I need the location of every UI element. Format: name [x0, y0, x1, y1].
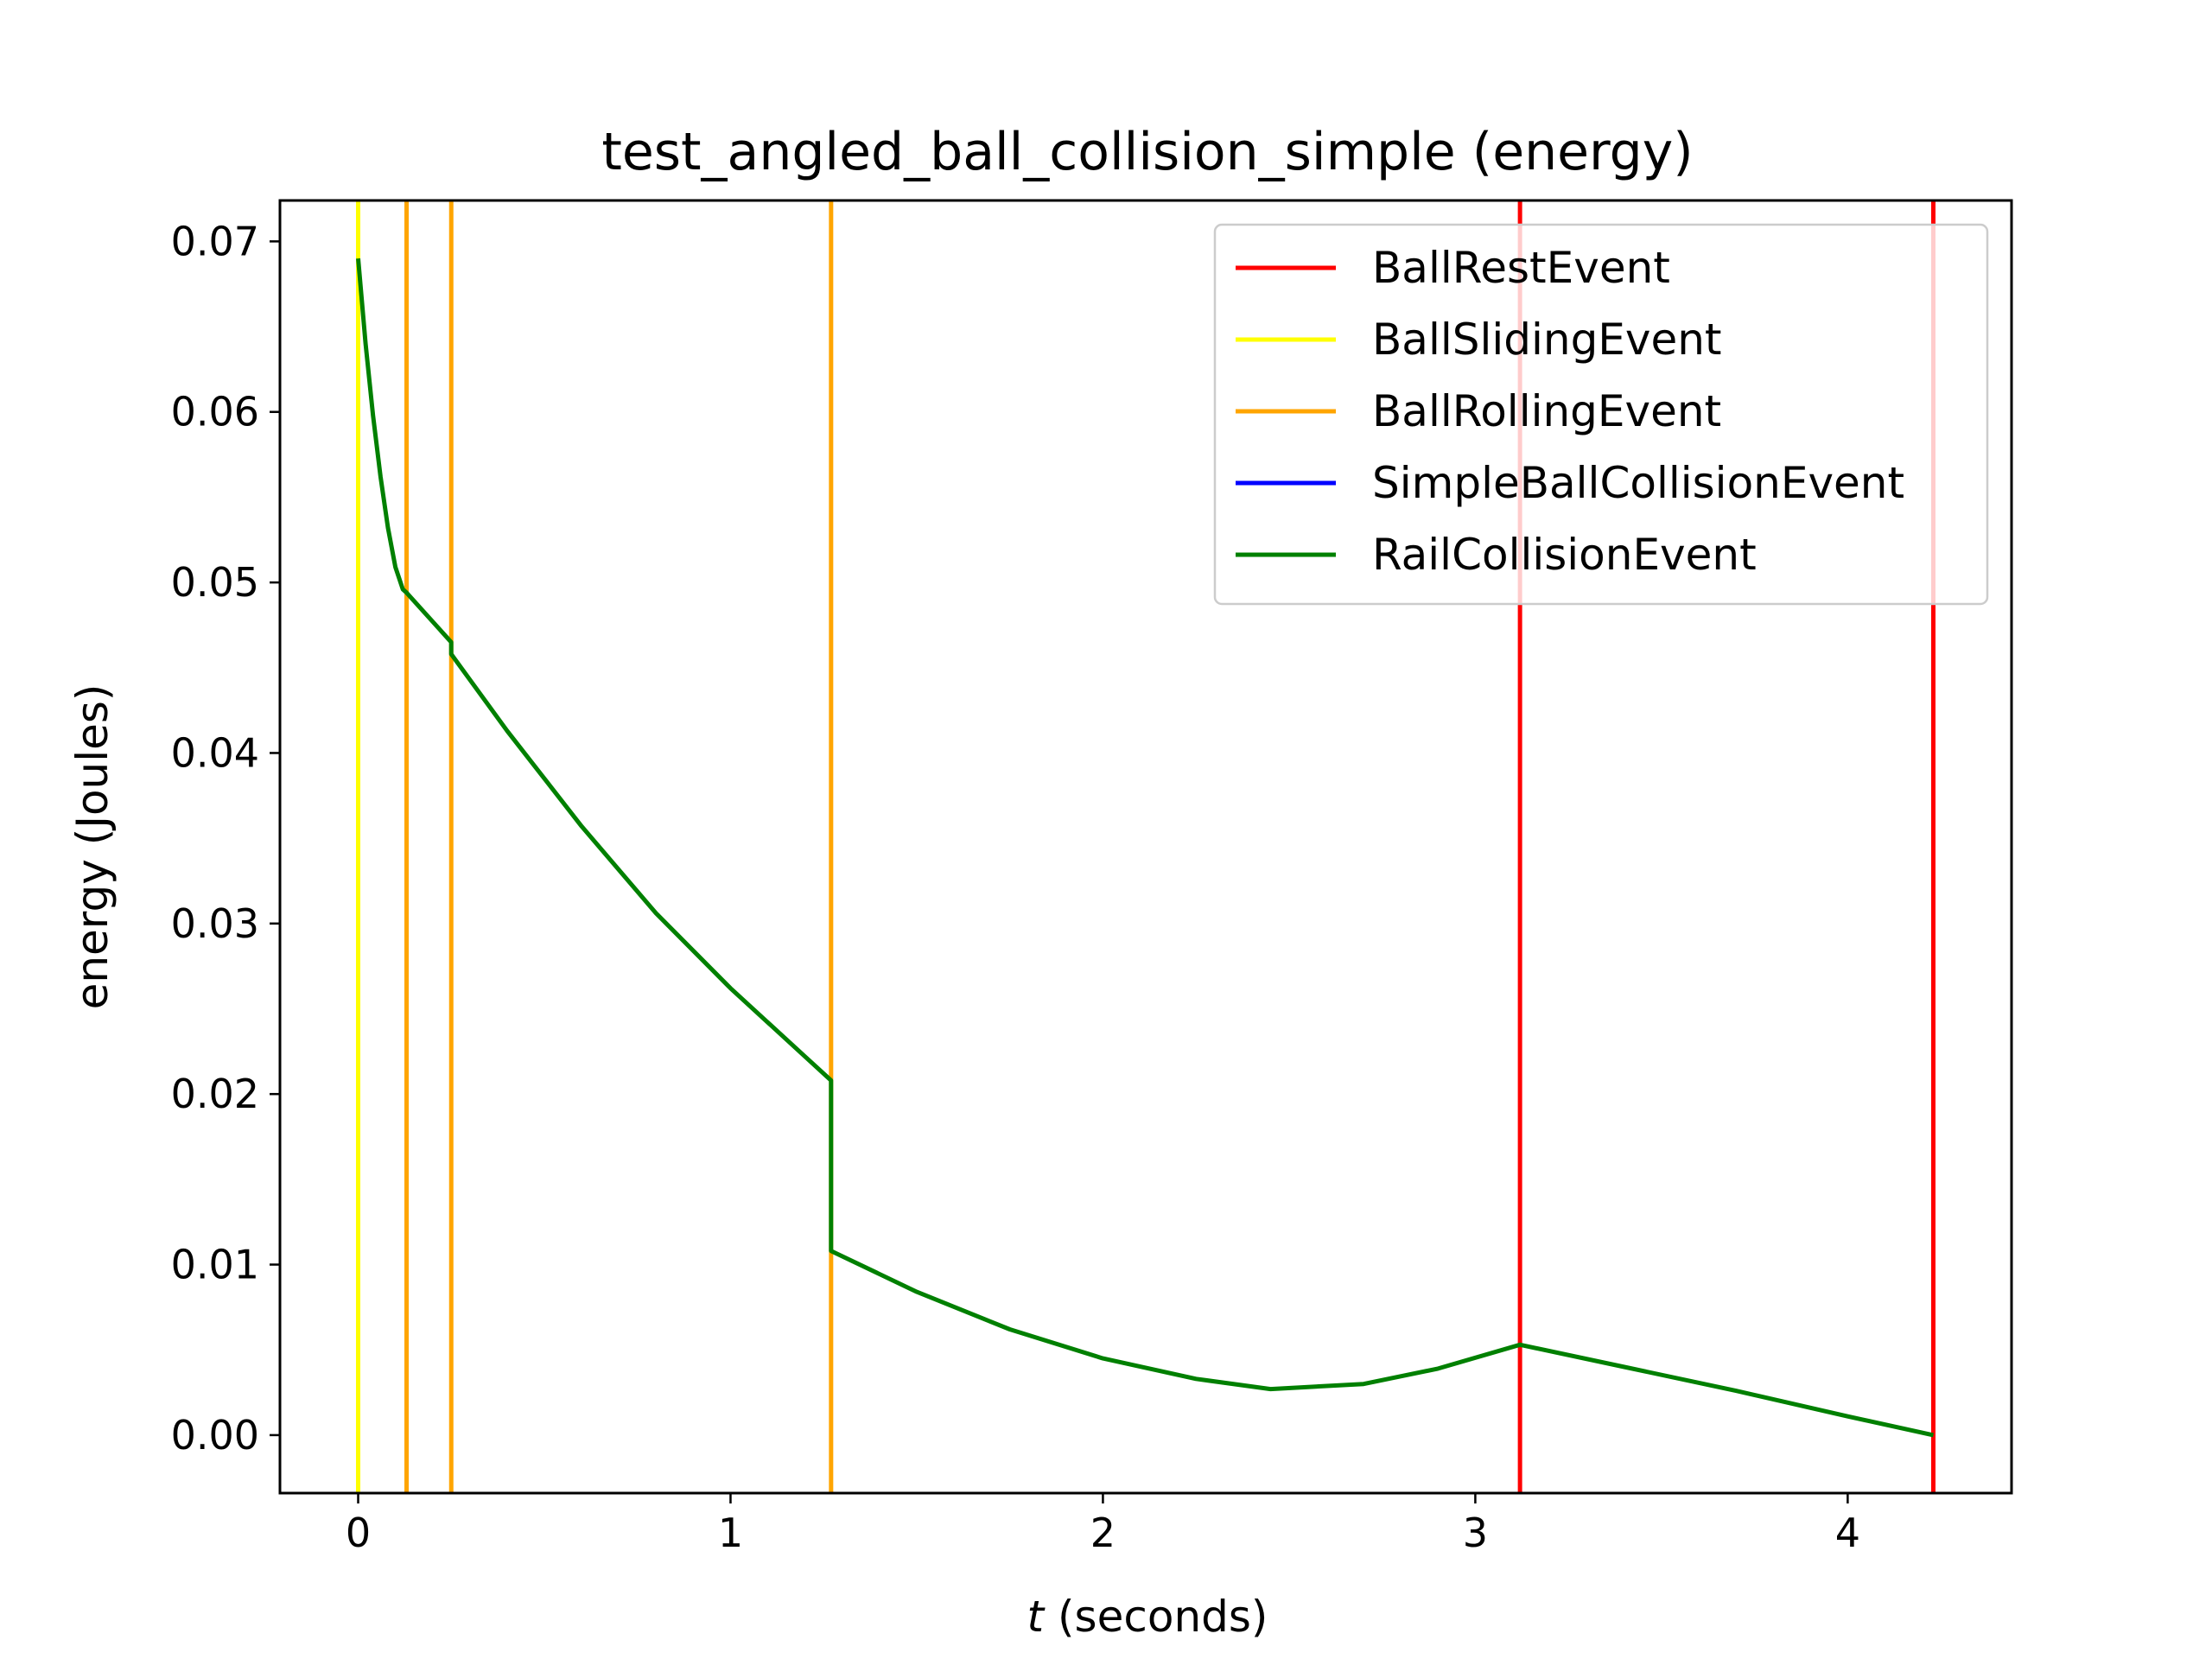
y-tick-label: 0.03 [171, 900, 259, 947]
chart-title: test_angled_ball_collision_simple (energ… [601, 122, 1693, 182]
x-tick-label: 0 [346, 1510, 371, 1556]
legend-label-ball-rolling-event: BallRollingEvent [1372, 386, 1721, 436]
x-tick-label: 4 [1835, 1510, 1860, 1556]
y-tick-label: 0.06 [171, 389, 259, 435]
x-tick-label: 2 [1090, 1510, 1116, 1556]
x-tick-label: 3 [1463, 1510, 1488, 1556]
legend: BallRestEvent BallSlidingEvent BallRolling… [1213, 223, 1989, 606]
y-tick-label: 0.07 [171, 218, 259, 264]
plot-area [356, 200, 1936, 1493]
legend-label-ball-sliding-event: BallSlidingEvent [1372, 315, 1722, 365]
x-axis-label: t (seconds) [1027, 1592, 1268, 1642]
y-tick-label: 0.05 [171, 559, 259, 606]
x-axis-label-variable: t [1027, 1592, 1046, 1642]
x-tick-label: 1 [718, 1510, 743, 1556]
axis-ticks: 0 1 2 3 4 0.00 0.01 0.02 0.03 0.04 0.05 0.06 0.07 [171, 218, 1860, 1556]
legend-label-ball-rest-event: BallRestEvent [1372, 243, 1670, 293]
y-tick-label: 0.00 [171, 1412, 259, 1459]
y-tick-label: 0.02 [171, 1071, 259, 1117]
energy-series-line [356, 257, 1935, 1438]
y-axis-label: energy (Joules) [67, 684, 118, 1010]
y-tick-label: 0.04 [171, 729, 259, 776]
legend-label-rail-collision-event: RailCollisionEvent [1372, 530, 1757, 580]
axes-frame [278, 199, 2013, 1495]
legend-label-simple-ball-collision-event: SimpleBallCollisionEvent [1372, 458, 1904, 508]
plot-content [356, 200, 1936, 1493]
legend-box [1213, 223, 1989, 606]
x-axis-label-unit: (seconds) [1044, 1592, 1268, 1642]
y-tick-label: 0.01 [171, 1242, 259, 1288]
